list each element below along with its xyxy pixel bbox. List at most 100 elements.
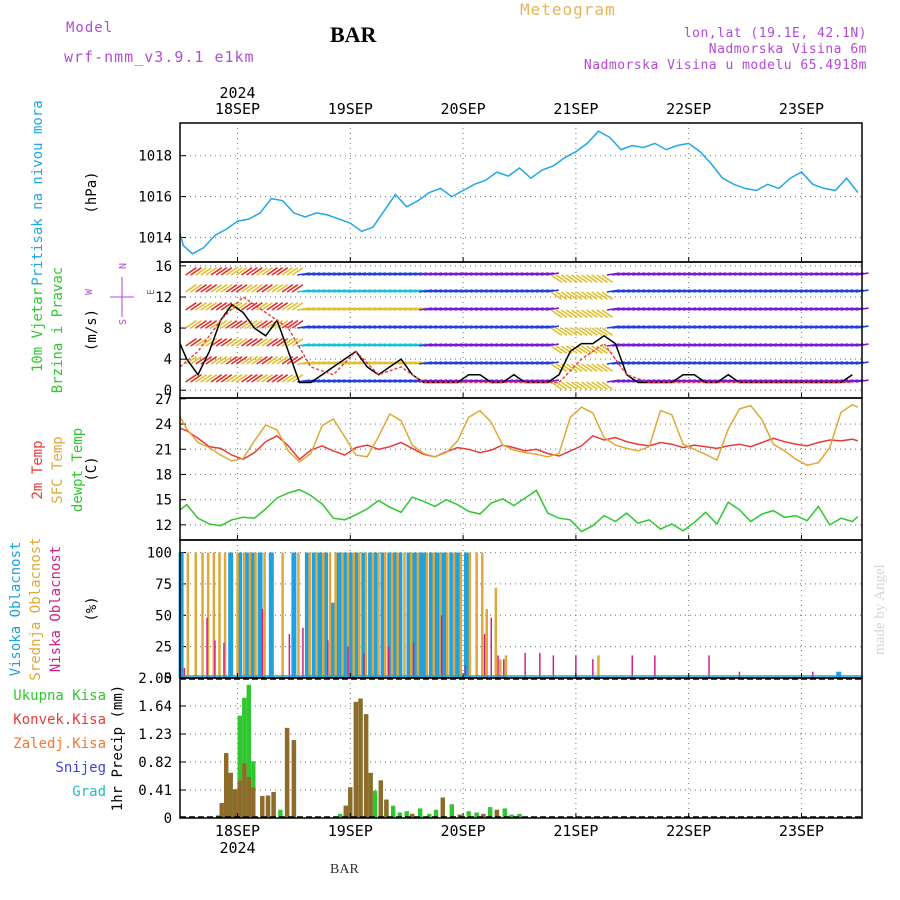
wind-barb (185, 301, 197, 311)
wind-barb (200, 319, 213, 329)
wind-barb (276, 266, 289, 276)
y-tick-label: 1016 (138, 190, 172, 206)
cloud-bar (243, 552, 246, 678)
cloud-bar (218, 552, 221, 678)
wind-barb (246, 337, 258, 347)
wind-barb (200, 301, 213, 311)
wind-barb (266, 301, 279, 311)
wind-barb (261, 373, 273, 383)
wind-barb (555, 327, 568, 337)
precip-bar-convective (260, 796, 265, 818)
wind-barb (195, 373, 207, 383)
precip-bar-convective (219, 803, 224, 818)
precip-legend-2: Zaledj.Kisa (13, 736, 106, 752)
wind-barb (565, 363, 578, 373)
compass-west: W (84, 288, 95, 295)
wind-barb (581, 327, 593, 337)
cloud-bar (455, 552, 460, 678)
wind-barb (256, 373, 268, 383)
y-unit-label: (C) (84, 456, 100, 481)
precip-bar-convective (353, 701, 359, 818)
top-day-label: 19SEP (328, 100, 373, 118)
wind-barb (256, 319, 268, 329)
wind-barb (545, 307, 559, 311)
top-day-label: 20SEP (441, 100, 486, 118)
cloud-bar (352, 552, 355, 678)
wind-barb (576, 363, 588, 373)
wind-barb (286, 319, 299, 329)
precip-bar-convective (246, 777, 251, 818)
wind-barb (271, 319, 284, 329)
wind-barb (261, 283, 273, 293)
cloud-bar (387, 646, 390, 678)
wind-barb (185, 373, 197, 383)
cloud-bar (483, 634, 486, 678)
wind-barb (200, 373, 213, 383)
cloud-bar (441, 552, 447, 678)
wind-barb (261, 301, 273, 311)
cloud-bar (212, 552, 216, 678)
precip-bar-total (509, 814, 514, 818)
y-tick-label: 12 (155, 518, 172, 534)
precip-bar-total (242, 697, 247, 818)
wind-barb (225, 337, 238, 347)
cloud-bar (464, 665, 467, 678)
cloud-bar (390, 552, 394, 678)
cloud-bar (504, 655, 508, 678)
cloud-bar (592, 659, 594, 678)
bottom-day-label: 23SEP (779, 822, 824, 840)
wind-barb (190, 319, 202, 329)
wind-barb (565, 381, 578, 391)
cloud-bar (468, 552, 472, 678)
wind-barb (281, 283, 294, 293)
precip-bar-total (418, 808, 423, 818)
cloud-bar (384, 552, 387, 678)
wind-barb (591, 309, 603, 319)
wind-barb (266, 337, 279, 347)
precip-bar-total (372, 790, 378, 818)
precip-bar-convective (378, 780, 383, 818)
y-tick-label: 2.05 (138, 671, 172, 687)
wind-barb (235, 355, 248, 365)
y-tick-label: 21 (155, 442, 172, 458)
wind-barb (550, 363, 563, 373)
wind-barb (591, 363, 603, 373)
cloud-bar (485, 609, 488, 678)
cloud-bar (429, 552, 434, 678)
wind-barb (230, 373, 243, 383)
wind-barb (205, 319, 218, 329)
precip-bar-total (488, 807, 493, 818)
wind-barb (261, 266, 273, 276)
wind-barb (545, 325, 559, 329)
cloud-bar (412, 642, 415, 678)
cloud-bar (361, 552, 367, 678)
y-unit-label: (hPa) (84, 171, 100, 213)
cloud-bar (254, 552, 257, 678)
cloud-bar (497, 655, 499, 678)
wind-barb (271, 266, 284, 276)
cloud-bar (353, 552, 359, 678)
precip-bar-convective (368, 772, 373, 818)
cloud-bar (178, 552, 184, 678)
cloud-bar (206, 552, 210, 678)
cloud-bar (323, 552, 328, 678)
wind-barb (271, 373, 284, 383)
wind-barb (601, 363, 614, 373)
cloud-bar (291, 552, 297, 678)
y-tick-label: 50 (155, 608, 172, 624)
cloud-bar (327, 640, 329, 678)
wind-barb (545, 272, 559, 276)
y-tick-label: 12 (155, 290, 172, 306)
cloud-bar (446, 552, 449, 678)
wind-barb (266, 355, 279, 365)
precip-bar-convective (348, 787, 353, 818)
wind-barb (205, 266, 218, 276)
wind-barb (291, 266, 304, 276)
wind-barb (601, 309, 614, 319)
precip-bar-total (466, 811, 471, 818)
wind-barb (190, 266, 202, 276)
wind-barb (266, 373, 279, 383)
wind-barb (576, 327, 588, 337)
y-tick-label: 4 (164, 352, 172, 368)
wind-barb (271, 301, 284, 311)
